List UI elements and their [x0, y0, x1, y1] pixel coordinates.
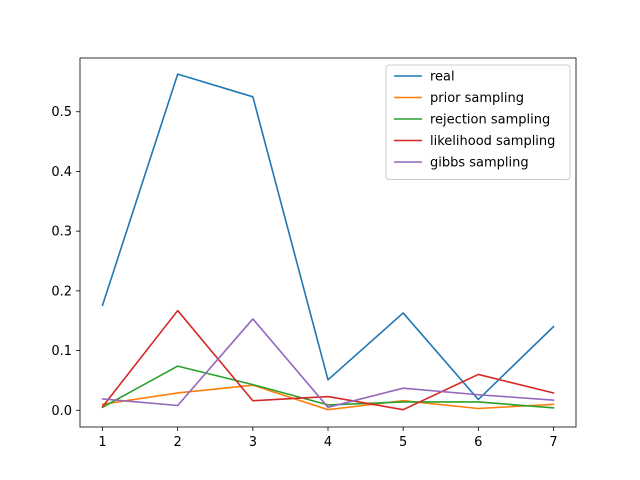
x-tick-label: 6 — [474, 435, 482, 450]
x-tick-label: 5 — [399, 435, 407, 450]
x-tick-label: 4 — [324, 435, 332, 450]
legend-label: real — [430, 70, 455, 85]
x-tick-label: 3 — [249, 435, 257, 450]
y-tick-label: 0.3 — [51, 225, 72, 240]
series-line-gibbs-sampling — [101, 318, 555, 409]
legend-label: prior sampling — [430, 91, 524, 106]
y-axis: 0.0 0.1 0.2 0.3 0.4 0.5 — [51, 105, 80, 419]
x-tick-label: 1 — [98, 435, 106, 450]
y-tick-label: 0.1 — [51, 344, 72, 359]
y-tick-label: 0.5 — [51, 105, 72, 120]
series-line-rejection-sampling — [101, 365, 555, 409]
x-axis: 1 2 3 4 5 6 7 — [98, 427, 558, 450]
legend-label: likelihood sampling — [430, 134, 555, 149]
y-tick-label: 0.0 — [51, 404, 72, 419]
series-group — [101, 73, 555, 411]
x-tick-label: 2 — [174, 435, 182, 450]
series-line-real — [101, 73, 555, 401]
legend-label: gibbs sampling — [430, 156, 529, 171]
legend-box — [385, 64, 571, 180]
legend-label: rejection sampling — [430, 113, 550, 128]
y-tick-label: 0.2 — [51, 284, 72, 299]
y-tick-label: 0.4 — [51, 165, 72, 180]
x-tick-label: 7 — [549, 435, 557, 450]
series-line-prior-sampling — [101, 384, 555, 411]
series-line-likelihood-sampling — [101, 309, 555, 411]
legend: real prior sampling rejection sampling like… — [385, 64, 571, 180]
